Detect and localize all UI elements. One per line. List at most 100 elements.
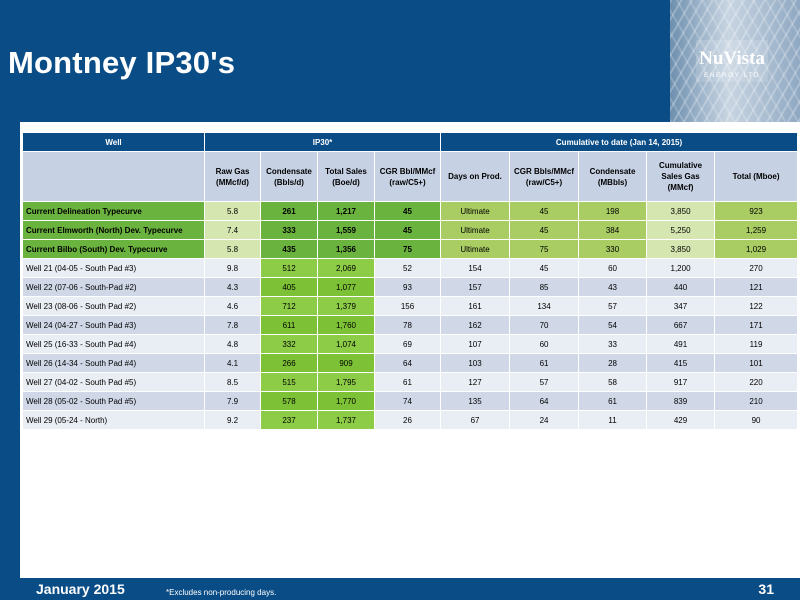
- cell-days: 135: [440, 391, 511, 411]
- cell-cgr2: 61: [509, 353, 580, 373]
- cell-cgr: 78: [373, 315, 442, 335]
- cell-gas: 4.1: [204, 353, 261, 373]
- cell-cgr: 74: [373, 391, 442, 411]
- cell-cond: 333: [260, 220, 318, 240]
- cell-name: Current Delineation Typecurve: [22, 201, 205, 221]
- col-cgr-cum: CGR Bbls/MMcf (raw/C5+): [509, 151, 580, 202]
- logo-name: NuVista: [699, 48, 765, 69]
- cell-gas-cum: 839: [646, 391, 716, 411]
- group-cumulative: Cumulative to date (Jan 14, 2015): [440, 132, 799, 152]
- cell-cgr: 64: [373, 353, 442, 373]
- cell-boe: 1,770: [317, 391, 375, 411]
- cell-gas-cum: 5,250: [646, 220, 716, 240]
- cell-gas: 9.2: [204, 410, 261, 430]
- cell-gas: 5.8: [204, 239, 261, 259]
- cell-gas: 7.4: [204, 220, 261, 240]
- cell-total: 171: [714, 315, 799, 335]
- cell-cgr2: 85: [509, 277, 580, 297]
- cell-name: Well 25 (16-33 - South Pad #4): [22, 334, 205, 354]
- cell-boe: 2,069: [317, 258, 375, 278]
- ip30-table: Well IP30* Cumulative to date (Jan 14, 2…: [22, 132, 799, 430]
- cell-cgr: 93: [373, 277, 442, 297]
- cell-cgr: 52: [373, 258, 442, 278]
- table-row: Well 24 (04-27 - South Pad #3) 7.8 611 1,76…: [22, 315, 799, 335]
- cell-total: 121: [714, 277, 799, 297]
- cell-total: 923: [714, 201, 799, 221]
- cell-gas-cum: 917: [646, 372, 716, 392]
- cell-cgr: 45: [373, 220, 442, 240]
- cell-name: Well 22 (07-06 - South-Pad #2): [22, 277, 205, 297]
- cell-gas: 7.9: [204, 391, 261, 411]
- cell-total: 270: [714, 258, 799, 278]
- table-row: Well 21 (04-05 - South Pad #3) 9.8 512 2,06…: [22, 258, 799, 278]
- cell-gas: 8.5: [204, 372, 261, 392]
- cell-cond-cum: 33: [578, 334, 648, 354]
- cell-cond-cum: 54: [578, 315, 648, 335]
- col-cum-sales-gas: Cumulative Sales Gas (MMcf): [646, 151, 716, 202]
- cell-cond-cum: 11: [578, 410, 648, 430]
- cell-name: Well 29 (05-24 - North): [22, 410, 205, 430]
- cell-total: 1,259: [714, 220, 799, 240]
- col-raw-gas: Raw Gas (MMcf/d): [204, 151, 261, 202]
- cell-days: Ultimate: [440, 239, 511, 259]
- header-photo: [670, 0, 800, 122]
- cell-cond: 261: [260, 201, 318, 221]
- cell-gas-cum: 3,850: [646, 239, 716, 259]
- cell-name: Well 27 (04-02 - South Pad #5): [22, 372, 205, 392]
- table-row: Well 22 (07-06 - South-Pad #2) 4.3 405 1,07…: [22, 277, 799, 297]
- table-row: Well 23 (08-06 - South Pad #2) 4.6 712 1,37…: [22, 296, 799, 316]
- cell-gas-cum: 3,850: [646, 201, 716, 221]
- typecurve-row: Current Bilbo (South) Dev. Typecurve 5.8 4…: [22, 239, 799, 259]
- slide-footer: [0, 578, 800, 600]
- col-total-sales: Total Sales (Boe/d): [317, 151, 375, 202]
- cell-cgr2: 45: [509, 201, 580, 221]
- cell-boe: 1,760: [317, 315, 375, 335]
- table-row: Well 27 (04-02 - South Pad #5) 8.5 515 1,79…: [22, 372, 799, 392]
- cell-cond: 435: [260, 239, 318, 259]
- cell-cgr: 61: [373, 372, 442, 392]
- cell-boe: 1,559: [317, 220, 375, 240]
- cell-gas: 4.6: [204, 296, 261, 316]
- cell-gas-cum: 429: [646, 410, 716, 430]
- cell-gas: 4.8: [204, 334, 261, 354]
- cell-total: 220: [714, 372, 799, 392]
- table-row: Well 28 (05-02 - South Pad #5) 7.9 578 1,77…: [22, 391, 799, 411]
- footer-date: January 2015: [36, 581, 125, 597]
- cell-gas-cum: 415: [646, 353, 716, 373]
- cell-cond-cum: 43: [578, 277, 648, 297]
- cell-days: 161: [440, 296, 511, 316]
- cell-boe: 1,795: [317, 372, 375, 392]
- typecurve-row: Current Elmworth (North) Dev. Typecurve 7…: [22, 220, 799, 240]
- group-ip30: IP30*: [203, 132, 442, 152]
- cell-cond: 578: [260, 391, 318, 411]
- col-total: Total (Mboe): [714, 151, 799, 202]
- cell-cgr2: 134: [509, 296, 580, 316]
- cell-name: Well 26 (14-34 - South Pad #4): [22, 353, 205, 373]
- col-condensate-cum: Condensate (MBbls): [578, 151, 648, 202]
- left-accent-bar: [0, 122, 20, 578]
- cell-days: 127: [440, 372, 511, 392]
- cell-boe: 1,379: [317, 296, 375, 316]
- cell-name: Well 23 (08-06 - South Pad #2): [22, 296, 205, 316]
- cell-cond: 515: [260, 372, 318, 392]
- cell-name: Current Bilbo (South) Dev. Typecurve: [22, 239, 205, 259]
- cell-cgr2: 45: [509, 220, 580, 240]
- cell-cond-cum: 384: [578, 220, 648, 240]
- table-row: Well 25 (16-33 - South Pad #4) 4.8 332 1,07…: [22, 334, 799, 354]
- cell-total: 1,029: [714, 239, 799, 259]
- cell-cond: 266: [260, 353, 318, 373]
- col-cgr-ip: CGR Bbl/MMcf (raw/C5+): [373, 151, 442, 202]
- cell-cond-cum: 198: [578, 201, 648, 221]
- cell-cgr2: 70: [509, 315, 580, 335]
- group-well: Well: [22, 132, 205, 152]
- cell-days: 157: [440, 277, 511, 297]
- cell-gas: 9.8: [204, 258, 261, 278]
- col-well-blank: [22, 151, 205, 202]
- cell-gas-cum: 491: [646, 334, 716, 354]
- cell-cgr: 69: [373, 334, 442, 354]
- cell-gas-cum: 440: [646, 277, 716, 297]
- cell-cgr2: 60: [509, 334, 580, 354]
- table-body: Current Delineation Typecurve 5.8 261 1,217…: [22, 201, 799, 430]
- cell-cond-cum: 58: [578, 372, 648, 392]
- cell-cond: 405: [260, 277, 318, 297]
